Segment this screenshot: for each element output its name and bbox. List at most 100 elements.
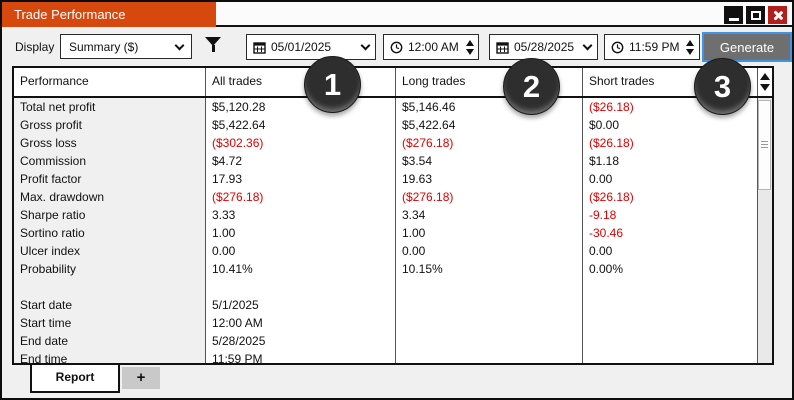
table-row[interactable]: End time 11:59 PM (14, 350, 758, 363)
display-select[interactable]: Summary ($) (60, 34, 192, 59)
callout-badge-3: 3 (694, 58, 751, 115)
scroll-down-icon[interactable] (760, 84, 770, 91)
row-value: 5/28/2025 (206, 332, 396, 350)
scrollbar-thumb[interactable] (758, 100, 771, 190)
end-time-value: 11:59 PM (629, 40, 680, 54)
end-date-value: 05/28/2025 (514, 40, 575, 54)
row-value (396, 350, 583, 363)
row-value: $1.18 (583, 152, 758, 170)
spin-down-icon[interactable] (686, 48, 695, 55)
start-time-value: 12:00 AM (408, 40, 459, 54)
row-label: Ulcer index (14, 242, 206, 260)
spin-up-icon[interactable] (686, 39, 695, 46)
table-row[interactable]: Start time 12:00 AM (14, 314, 758, 332)
table-row[interactable]: Sortino ratio 1.00 1.00 -30.46 (14, 224, 758, 242)
row-value: 5/1/2025 (206, 296, 396, 314)
row-value: 0.00 (396, 242, 583, 260)
add-tab-button[interactable]: + (122, 367, 160, 389)
minimize-button[interactable] (724, 6, 743, 24)
table-body: Total net profit $5,120.28 $5,146.46 ($26.1… (14, 98, 758, 363)
scrollbar-track[interactable] (758, 98, 772, 363)
table-row[interactable]: Commission $4.72 $3.54 $1.18 (14, 152, 758, 170)
row-value: $3.54 (396, 152, 583, 170)
end-time-picker[interactable]: 11:59 PM (604, 34, 700, 60)
start-date-picker[interactable]: 05/01/2025 (246, 34, 376, 60)
clock-icon (611, 41, 624, 53)
row-value (583, 314, 758, 332)
filter-icon-stem (211, 45, 215, 52)
row-label (14, 278, 206, 296)
table-row[interactable]: Gross loss ($302.36) ($276.18) ($26.18) (14, 134, 758, 152)
table-row[interactable]: Ulcer index 0.00 0.00 0.00 (14, 242, 758, 260)
row-value (396, 296, 583, 314)
row-label: Commission (14, 152, 206, 170)
table-row[interactable]: Gross profit $5,422.64 $5,422.64 $0.00 (14, 116, 758, 134)
table-row[interactable]: Probability 10.41% 10.15% 0.00% (14, 260, 758, 278)
maximize-icon (750, 10, 761, 20)
table-row[interactable]: Start date 5/1/2025 (14, 296, 758, 314)
row-value (396, 314, 583, 332)
row-label: Gross profit (14, 116, 206, 134)
row-value: ($26.18) (583, 134, 758, 152)
start-time-spinner (464, 39, 474, 55)
row-label: Start time (14, 314, 206, 332)
calendar-icon (496, 41, 509, 54)
table-row[interactable]: End date 5/28/2025 (14, 332, 758, 350)
row-value: $4.72 (206, 152, 396, 170)
row-value: -9.18 (583, 206, 758, 224)
table-row[interactable]: Profit factor 17.93 19.63 0.00 (14, 170, 758, 188)
scrollbar-arrows (758, 68, 772, 98)
start-time-picker[interactable]: 12:00 AM (383, 34, 479, 60)
display-select-value: Summary ($) (69, 39, 139, 54)
clock-icon (390, 41, 403, 53)
titlebar: Trade Performance (2, 2, 792, 27)
spin-up-icon[interactable] (465, 39, 474, 46)
display-label: Display (15, 40, 55, 54)
row-value: -30.46 (583, 224, 758, 242)
calendar-icon (253, 41, 266, 54)
end-time-spinner (684, 39, 695, 55)
generate-button[interactable]: Generate (702, 32, 792, 62)
row-value (206, 278, 396, 296)
table-row[interactable]: Total net profit $5,120.28 $5,146.46 ($26.1… (14, 98, 758, 116)
row-value: $5,146.46 (396, 98, 583, 116)
row-label: Start date (14, 296, 206, 314)
row-label: Profit factor (14, 170, 206, 188)
table-header: Performance All trades Long trades Short… (14, 68, 758, 98)
row-label: Max. drawdown (14, 188, 206, 206)
column-header-short-trades: Short trades (583, 68, 758, 96)
row-value (396, 332, 583, 350)
row-value: 10.15% (396, 260, 583, 278)
row-value: 1.00 (396, 224, 583, 242)
toolbar: Display Summary ($) 05/01/2025 (2, 29, 792, 66)
column-header-all-trades: All trades (206, 68, 396, 96)
row-value: 12:00 AM (206, 314, 396, 332)
end-date-picker[interactable]: 05/28/2025 (489, 34, 598, 60)
row-value: 3.34 (396, 206, 583, 224)
row-value: ($276.18) (206, 188, 396, 206)
close-button[interactable] (768, 6, 787, 24)
row-value: ($276.18) (396, 134, 583, 152)
table-row[interactable] (14, 278, 758, 296)
filter-button[interactable] (204, 37, 222, 55)
spin-down-icon[interactable] (465, 48, 474, 55)
maximize-button[interactable] (746, 6, 765, 24)
row-label: Gross loss (14, 134, 206, 152)
chevron-down-icon (360, 40, 371, 51)
row-value: 0.00 (583, 170, 758, 188)
scroll-up-icon[interactable] (760, 73, 770, 80)
row-value: ($26.18) (583, 188, 758, 206)
row-label: Total net profit (14, 98, 206, 116)
column-header-long-trades: Long trades (396, 68, 583, 96)
scrollbar-grip-icon (761, 141, 768, 149)
column-header-performance: Performance (14, 68, 206, 96)
table-row[interactable]: Max. drawdown ($276.18) ($276.18) ($26.18) (14, 188, 758, 206)
table-row[interactable]: Sharpe ratio 3.33 3.34 -9.18 (14, 206, 758, 224)
row-label: Sharpe ratio (14, 206, 206, 224)
window-title: Trade Performance (2, 2, 216, 27)
tab-report[interactable]: Report (30, 365, 120, 393)
row-value: 3.33 (206, 206, 396, 224)
row-value: 0.00 (583, 242, 758, 260)
table-scrollbar (758, 68, 772, 363)
